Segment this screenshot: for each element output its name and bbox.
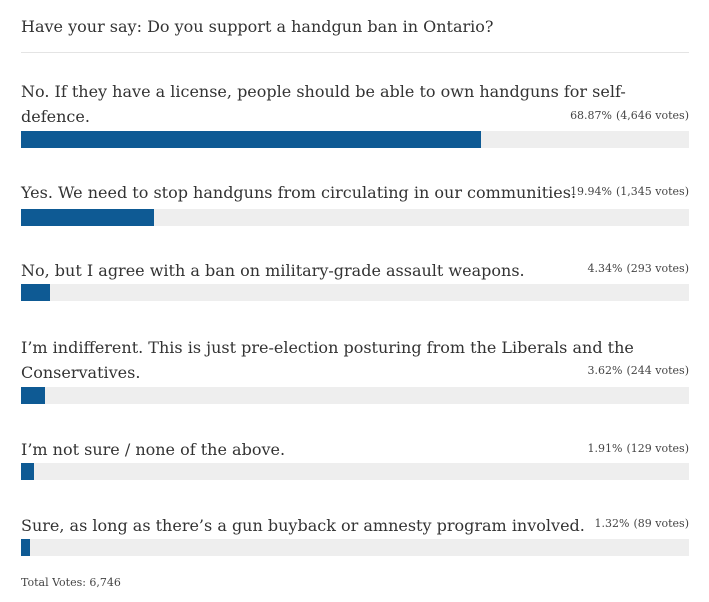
result-bar-fill: [21, 209, 155, 226]
option-percent: 4.34%: [587, 262, 623, 275]
result-bar-track: [21, 284, 689, 301]
option-text-line: I’m indifferent. This is just pre-electi…: [21, 338, 634, 357]
result-bar-track: [21, 209, 689, 226]
option-stats: 3.62% (244 votes): [588, 364, 689, 378]
option-percent: 1.32%: [594, 517, 630, 530]
option-text: I’m not sure / none of the above.: [21, 440, 286, 459]
option-percent: 19.94%: [570, 185, 613, 198]
option-votes: (293 votes): [626, 262, 690, 275]
option-text-line: Conservatives.: [21, 363, 141, 382]
total-votes: Total Votes: 6,746: [21, 576, 121, 589]
poll-question: Have your say: Do you support a handgun …: [21, 17, 494, 36]
option-percent: 1.91%: [587, 442, 623, 455]
option-text: Yes. We need to stop handguns from circu…: [21, 183, 577, 202]
option-votes: (4,646 votes): [616, 109, 689, 122]
option-text: Sure, as long as there’s a gun buyback o…: [21, 516, 585, 535]
poll-option: Sure, as long as there’s a gun buyback o…: [21, 513, 689, 563]
option-votes: (244 votes): [626, 364, 690, 377]
poll-option: No, but I agree with a ban on military-g…: [21, 258, 689, 308]
option-text: I’m indifferent. This is just pre-electi…: [21, 335, 634, 385]
result-bar-fill: [21, 387, 46, 404]
option-stats: 4.34% (293 votes): [588, 262, 689, 276]
option-votes: (1,345 votes): [616, 185, 689, 198]
poll-option: I’m not sure / none of the above. 1.91%(…: [21, 437, 689, 487]
option-votes: (129 votes): [626, 442, 690, 455]
option-stats: 1.32% (89 votes): [595, 517, 689, 531]
option-stats: 68.87% (4,646 votes): [570, 109, 689, 123]
poll-option: Yes. We need to stop handguns from circu…: [21, 180, 689, 230]
option-percent: 3.62%: [587, 364, 623, 377]
option-text: No, but I agree with a ban on military-g…: [21, 261, 525, 280]
result-bar-track: [21, 387, 689, 404]
result-bar-fill: [21, 131, 482, 148]
result-bar-track: [21, 463, 689, 480]
option-percent: 68.87%: [570, 109, 613, 122]
option-stats: 1.91% (129 votes): [588, 442, 689, 456]
result-bar-fill: [21, 539, 30, 556]
option-text: No. If they have a license, people shoul…: [21, 82, 626, 126]
result-bar-fill: [21, 284, 50, 301]
option-stats: 19.94% (1,345 votes): [570, 185, 689, 199]
poll-option: No. If they have a license, people shoul…: [21, 79, 689, 151]
poll-option: I’m indifferent. This is just pre-electi…: [21, 335, 689, 410]
result-bar-fill: [21, 463, 34, 480]
result-bar-track: [21, 539, 689, 556]
option-votes: (89 votes): [633, 517, 690, 530]
question-divider: [21, 52, 689, 53]
result-bar-track: [21, 131, 689, 148]
